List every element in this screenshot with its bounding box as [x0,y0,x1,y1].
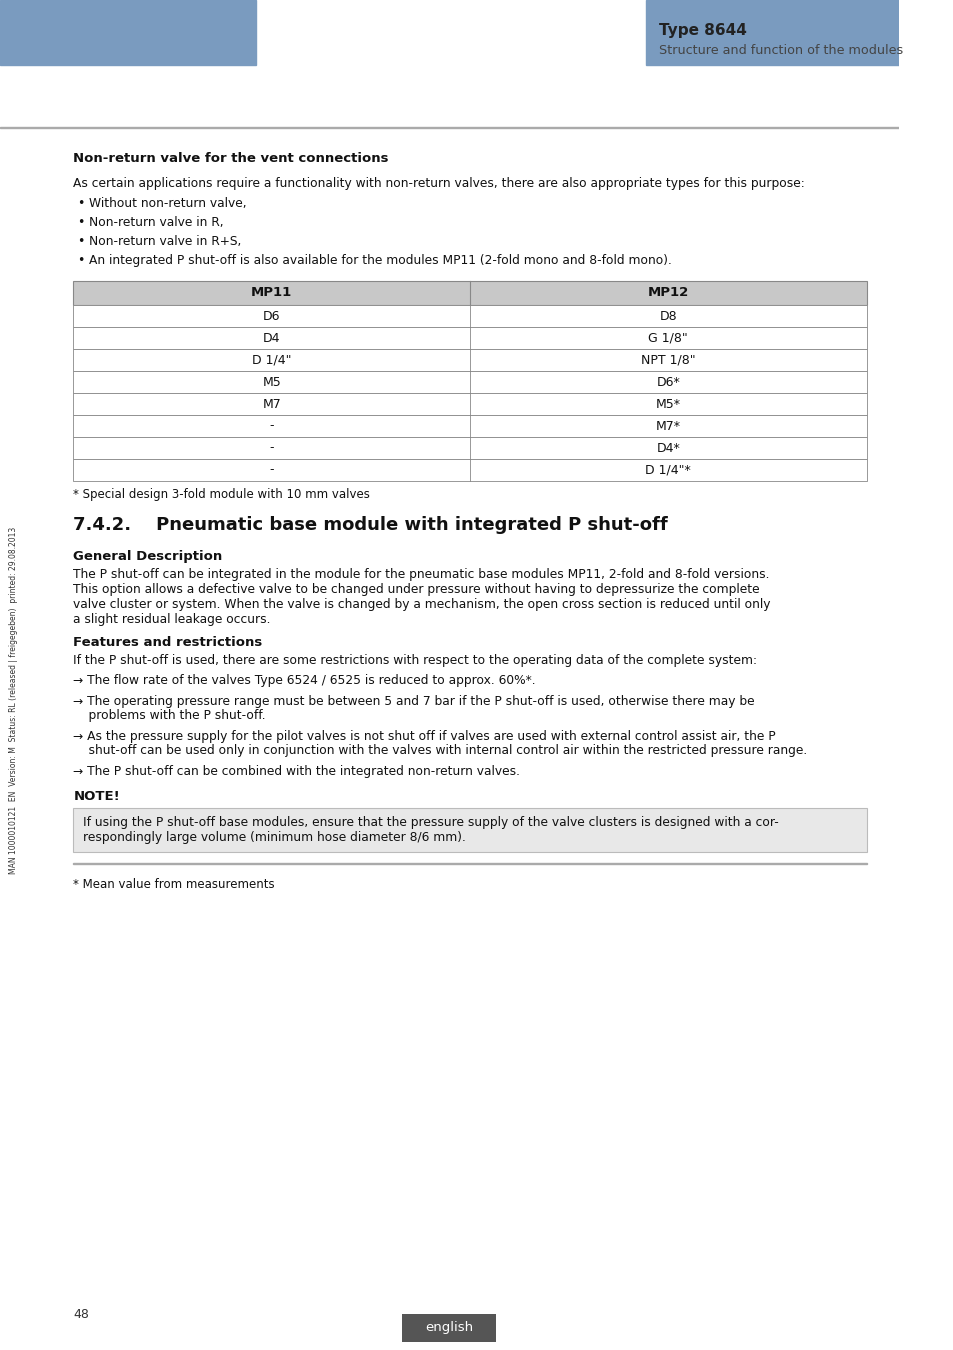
Text: shut-off can be used only in conjunction with the valves with internal control a: shut-off can be used only in conjunction… [73,744,807,757]
Text: valve cluster or system. When the valve is changed by a mechanism, the open cros: valve cluster or system. When the valve … [73,598,770,612]
Text: •: • [77,216,85,230]
Bar [159,23,168,28]
Text: G 1/8": G 1/8" [648,332,687,344]
Text: As certain applications require a functionality with non-return valves, there ar: As certain applications require a functi… [73,177,804,190]
Text: english: english [425,1322,473,1335]
Text: Without non-return valve,: Without non-return valve, [89,197,246,211]
Text: -: - [270,441,274,455]
Bar [147,23,155,28]
Text: •: • [77,197,85,211]
Text: FLUID CONTROL SYSTEMS: FLUID CONTROL SYSTEMS [136,54,231,59]
Text: Non-return valve in R,: Non-return valve in R, [89,216,223,230]
Text: → The P shut-off can be combined with the integrated non-return valves.: → The P shut-off can be combined with th… [73,765,520,778]
Bar [73,327,865,350]
Text: •: • [77,235,85,248]
Text: * Special design 3-fold module with 10 mm valves: * Special design 3-fold module with 10 m… [73,487,370,501]
Text: respondingly large volume (minimum hose diameter 8/6 mm).: respondingly large volume (minimum hose … [83,832,465,844]
Bar [73,350,865,371]
Bar [645,0,898,65]
Bar [217,23,226,28]
Text: D8: D8 [659,309,677,323]
Text: -: - [270,420,274,432]
Text: Type 8644: Type 8644 [659,23,746,38]
Text: → As the pressure supply for the pilot valves is not shut off if valves are used: → As the pressure supply for the pilot v… [73,730,776,742]
Text: D6*: D6* [656,375,679,389]
Text: The P shut-off can be integrated in the module for the pneumatic base modules MP: The P shut-off can be integrated in the … [73,568,769,580]
Bar [134,23,143,28]
Text: D6: D6 [263,309,280,323]
Text: 7.4.2.    Pneumatic base module with integrated P shut-off: 7.4.2. Pneumatic base module with integr… [73,516,667,535]
Bar [73,305,865,327]
Bar [73,459,865,481]
Bar [0,0,256,65]
Text: If using the P shut-off base modules, ensure that the pressure supply of the val: If using the P shut-off base modules, en… [83,815,778,829]
Bar [73,393,865,414]
Text: problems with the P shut-off.: problems with the P shut-off. [73,709,266,722]
Text: a slight residual leakage occurs.: a slight residual leakage occurs. [73,613,271,626]
Text: → The flow rate of the valves Type 6524 / 6525 is reduced to approx. 60%*.: → The flow rate of the valves Type 6524 … [73,674,536,687]
Text: D 1/4": D 1/4" [252,354,292,366]
Text: MP11: MP11 [251,286,292,300]
Text: -: - [270,463,274,477]
Text: Non-return valve for the vent connections: Non-return valve for the vent connection… [73,153,389,165]
Text: M5: M5 [262,375,281,389]
Text: NPT 1/8": NPT 1/8" [640,354,695,366]
Text: MAN 1000010121  EN  Version: M  Status: RL (released | freigegeben)  printed: 29: MAN 1000010121 EN Version: M Status: RL … [9,526,18,873]
Text: D 1/4"*: D 1/4"* [645,463,691,477]
Text: MP12: MP12 [647,286,688,300]
Text: → The operating pressure range must be between 5 and 7 bar if the P shut-off is : → The operating pressure range must be b… [73,695,755,707]
Text: 48: 48 [73,1308,90,1322]
Text: •: • [77,254,85,267]
Text: M7: M7 [262,397,281,410]
Text: This option allows a defective valve to be changed under pressure without having: This option allows a defective valve to … [73,583,760,595]
Text: * Mean value from measurements: * Mean value from measurements [73,878,274,891]
Bar [73,414,865,437]
Bar [203,23,212,28]
Text: D4*: D4* [656,441,679,455]
Text: M5*: M5* [655,397,680,410]
Text: General Description: General Description [73,549,222,563]
Bar [73,371,865,393]
Text: Features and restrictions: Features and restrictions [73,636,262,649]
Bar [233,23,242,28]
Bar [172,23,180,28]
Text: NOTE!: NOTE! [73,790,120,803]
Text: bürkert: bürkert [122,28,245,55]
Text: M7*: M7* [655,420,680,432]
Bar [73,437,865,459]
Text: If the P shut-off is used, there are some restrictions with respect to the opera: If the P shut-off is used, there are som… [73,653,757,667]
Bar [73,809,865,852]
Text: An integrated P shut-off is also available for the modules MP11 (2-fold mono and: An integrated P shut-off is also availab… [89,254,671,267]
Text: D4: D4 [263,332,280,344]
Text: Non-return valve in R+S,: Non-return valve in R+S, [89,235,241,248]
Bar [402,1314,496,1342]
Text: Structure and function of the modules: Structure and function of the modules [659,43,902,57]
Bar [73,281,865,305]
